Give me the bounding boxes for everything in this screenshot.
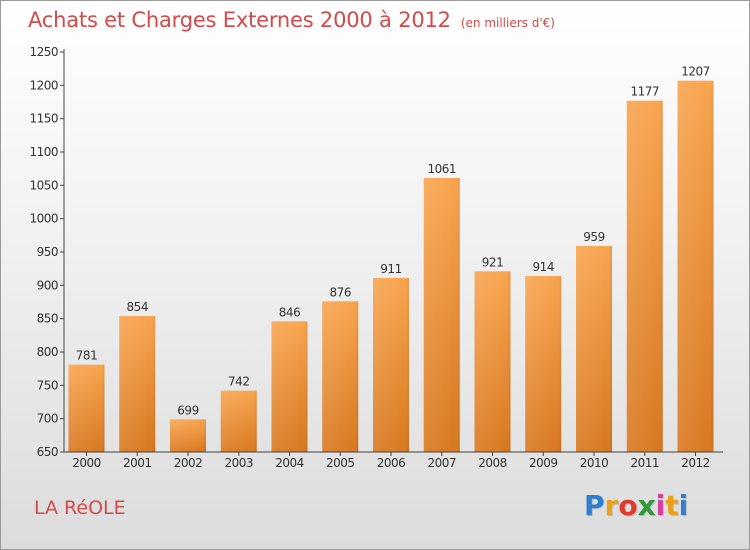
x-tick-label: 2006 [377,456,406,470]
x-tick-label: 2010 [580,456,609,470]
value-label: 1177 [630,85,659,99]
value-label: 921 [482,255,503,269]
x-tick-label: 2008 [478,456,507,470]
bar-shade [68,364,105,452]
bar-shade [271,321,308,452]
bar-shade [677,80,714,453]
commune-name: LA RéOLE [34,497,126,519]
x-tick-label: 2001 [123,456,152,470]
bar-shade [626,100,663,453]
value-label: 1207 [681,65,710,79]
bar-shade [220,390,257,452]
y-axis: 650 700 750 800 850 900 950 1000 1050 1100 1150 120… [29,45,65,459]
bar-shade [119,316,156,452]
x-tick-label: 2005 [326,456,355,470]
y-tick-label: 850 [37,312,58,326]
value-label: 876 [330,285,351,299]
value-label: 846 [279,305,300,319]
bar-shade [170,419,206,452]
logo-letter: t [665,489,679,522]
value-label: 914 [533,260,554,274]
x-tick-label: 2011 [630,456,659,470]
y-tick-label: 1200 [29,78,58,92]
bar-shade [525,276,562,452]
y-tick-label: 650 [37,445,58,459]
x-tick-label: 2009 [529,456,558,470]
value-label: 911 [380,262,401,276]
x-tick-label: 2007 [427,456,456,470]
value-label: 781 [76,349,97,363]
x-tick-label: 2002 [174,456,203,470]
bar-shade [373,278,409,452]
y-tick-label: 900 [37,278,58,292]
logo-letter: o [618,489,638,522]
logo-letter: x [637,489,656,522]
chart-title: Achats et Charges Externes 2000 à 2012 (e… [28,8,555,32]
bars: 781 854 699 742 846 876 911 1061 921 914 959 1177 12… [68,65,714,453]
x-tick-label: 2003 [224,456,253,470]
chart-title-text: Achats et Charges Externes 2000 à 2012 [28,8,451,32]
y-tick-label: 950 [37,245,58,259]
y-tick-label: 1100 [29,145,58,159]
x-tick-label: 2012 [681,456,710,470]
y-tick-label: 1150 [29,112,58,126]
x-tick-label: 2000 [72,456,101,470]
y-tick-label: 1050 [29,178,58,192]
value-label: 1061 [427,162,456,176]
y-tick-label: 700 [37,412,58,426]
logo-letter: i [678,489,689,522]
value-label: 699 [177,403,198,417]
logo-letter: i [655,489,666,522]
proxiti-logo: Proxiti [584,489,688,522]
y-tick-label: 1000 [29,212,58,226]
bar-shade [474,271,511,452]
x-axis: 2000 2001 2002 2003 2004 2005 2006 2007 2008 2009… [64,451,723,470]
bar-shade [322,301,359,452]
value-label: 854 [127,300,148,314]
logo-letter: P [584,489,605,522]
chart-unit: (en milliers d'€) [460,16,555,30]
y-tick-label: 800 [37,345,58,359]
value-label: 959 [583,230,604,244]
bar-shade [423,178,460,452]
y-tick-label: 750 [37,378,58,392]
logo-letter: r [604,489,619,522]
bar-shade [576,246,612,452]
x-tick-label: 2004 [275,456,304,470]
y-tick-label: 1250 [29,45,58,59]
value-label: 742 [228,375,249,389]
